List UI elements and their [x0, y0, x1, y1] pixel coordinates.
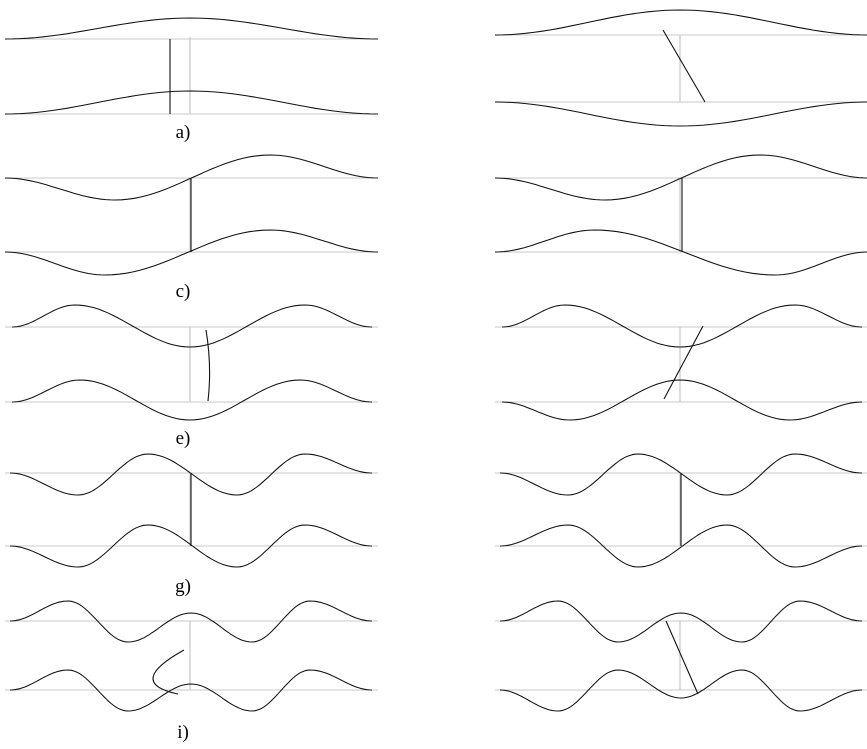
upper-wave-curve: [4, 17, 379, 40]
upper-wave-curve: [11, 304, 373, 348]
panel-j: j): [495, 600, 867, 712]
panel-a: a): [4, 17, 379, 143]
panel-label: c): [176, 281, 191, 302]
lower-wave-curve: [4, 229, 379, 276]
panel-label: g): [175, 576, 191, 597]
upper-wave-curve: [4, 154, 379, 201]
upper-wave-curve: [499, 453, 863, 496]
panel-label: i): [177, 722, 189, 743]
upper-wave-curve: [9, 453, 373, 496]
connecting-line: [152, 649, 185, 695]
upper-wave-curve: [499, 600, 863, 643]
upper-wave-curve: [494, 9, 867, 36]
lower-wave-curve: [11, 379, 373, 421]
panel-g: g): [5, 453, 378, 597]
connecting-line: [663, 325, 704, 400]
panel-e: e): [5, 304, 378, 449]
panel-label: a): [176, 122, 191, 143]
panels-layer: a) b) c) d) e) f) g) h) i) j): [4, 9, 867, 743]
panel-b: b): [494, 9, 867, 127]
connecting-line: [205, 329, 211, 402]
upper-wave-curve: [494, 154, 867, 201]
panel-f: f): [495, 304, 867, 421]
lower-wave-curve: [501, 379, 863, 421]
connecting-line: [662, 29, 706, 103]
upper-wave-curve: [501, 304, 863, 348]
panel-d: d): [494, 154, 867, 276]
panel-i: i): [5, 600, 378, 743]
lower-wave-curve: [494, 229, 867, 276]
panel-c: c): [4, 154, 379, 302]
upper-wave-curve: [9, 600, 373, 643]
panel-h: h): [495, 453, 867, 568]
lower-wave-curve: [9, 524, 373, 568]
lower-wave-curve: [494, 101, 867, 127]
lower-wave-curve: [499, 669, 863, 712]
lower-wave-curve: [4, 90, 379, 115]
lower-wave-curve: [499, 524, 863, 568]
lower-wave-curve: [9, 669, 373, 712]
panel-label: e): [176, 428, 191, 449]
connecting-line: [665, 620, 699, 695]
